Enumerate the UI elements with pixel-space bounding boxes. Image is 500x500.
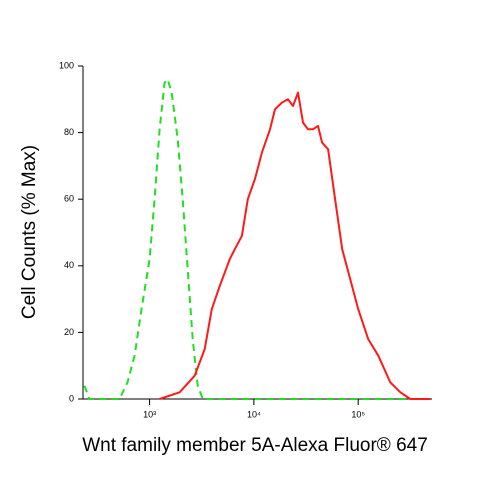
x-tick-label: 10⁵ [351, 409, 365, 419]
y-tick-label: 20 [64, 327, 74, 337]
x-tick-label: 10³ [143, 409, 156, 419]
y-tick-label: 80 [64, 127, 74, 137]
histogram-line [83, 78, 431, 400]
y-axis-label: Cell Counts (% Max) [19, 145, 40, 319]
x-axis-label: Wnt family member 5A-Alexa Fluor® 647 [82, 435, 428, 456]
y-tick-label: 60 [64, 194, 74, 204]
x-tick-label: 10⁴ [247, 409, 261, 419]
y-tick-label: 0 [69, 393, 74, 403]
histogram-line [159, 91, 431, 400]
y-tick-label: 100 [59, 60, 74, 70]
y-tick-label: 40 [64, 260, 74, 270]
